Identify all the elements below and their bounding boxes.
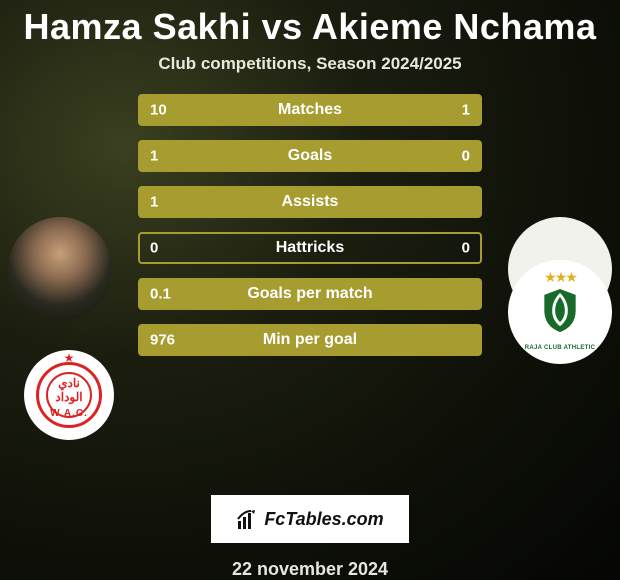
- club-logo-left: ★ ناديالوداد W.A.C.: [24, 350, 114, 440]
- wac-short: W.A.C.: [39, 408, 100, 419]
- stat-bar: 1 Assists: [138, 186, 482, 218]
- raja-name: RAJA CLUB ATHLETIC: [519, 345, 600, 351]
- date-line: 22 november 2024: [232, 559, 388, 580]
- wac-star-icon: ★: [64, 351, 75, 365]
- club-logo-right: ★★★ RAJA CLUB ATHLETIC: [508, 260, 612, 364]
- stat-bar: 10 1 Matches: [138, 94, 482, 126]
- stat-value-right: 0: [462, 240, 470, 257]
- wac-arabic: ناديالوداد: [39, 376, 100, 404]
- stat-bars: 101Matches10Goals1Assists00Hattricks0.1G…: [138, 94, 482, 356]
- stat-value-left: 0: [150, 240, 158, 257]
- content-root: Hamza Sakhi vs Akieme Nchama Club compet…: [0, 0, 620, 580]
- stat-value-left: 1: [150, 194, 158, 211]
- stat-label: Matches: [278, 101, 342, 119]
- stat-label: Hattricks: [276, 239, 344, 257]
- raja-badge: ★★★ RAJA CLUB ATHLETIC: [519, 271, 600, 352]
- page-title: Hamza Sakhi vs Akieme Nchama: [24, 6, 597, 48]
- stat-value-left: 976: [150, 332, 175, 349]
- player-photo-left: [8, 217, 112, 321]
- stat-label: Goals: [288, 147, 332, 165]
- stat-value-left: 10: [150, 102, 167, 119]
- stat-value-left: 1: [150, 148, 158, 165]
- comparison-area: ★ ناديالوداد W.A.C. ★★★ RAJA CLUB ATHLET…: [0, 94, 620, 483]
- stat-bar: 976 Min per goal: [138, 324, 482, 356]
- fctables-text: FcTables.com: [264, 509, 383, 530]
- stat-label: Goals per match: [247, 285, 372, 303]
- stat-bar: 0.1 Goals per match: [138, 278, 482, 310]
- stat-label: Assists: [282, 193, 339, 211]
- wac-badge: ★ ناديالوداد W.A.C.: [36, 362, 103, 429]
- fctables-icon: [236, 507, 260, 531]
- player-photo-left-img: [8, 217, 112, 321]
- stat-bar: 0 0 Hattricks: [138, 232, 482, 264]
- raja-stars-icon: ★★★: [544, 269, 576, 286]
- stat-value-right: 0: [462, 148, 470, 165]
- stat-label: Min per goal: [263, 331, 357, 349]
- stat-bar: 1 0 Goals: [138, 140, 482, 172]
- raja-shield-icon: [536, 287, 585, 334]
- stat-value-left: 0.1: [150, 286, 171, 303]
- subtitle: Club competitions, Season 2024/2025: [158, 54, 461, 74]
- stat-value-right: 1: [462, 102, 470, 119]
- fctables-badge: FcTables.com: [211, 495, 409, 543]
